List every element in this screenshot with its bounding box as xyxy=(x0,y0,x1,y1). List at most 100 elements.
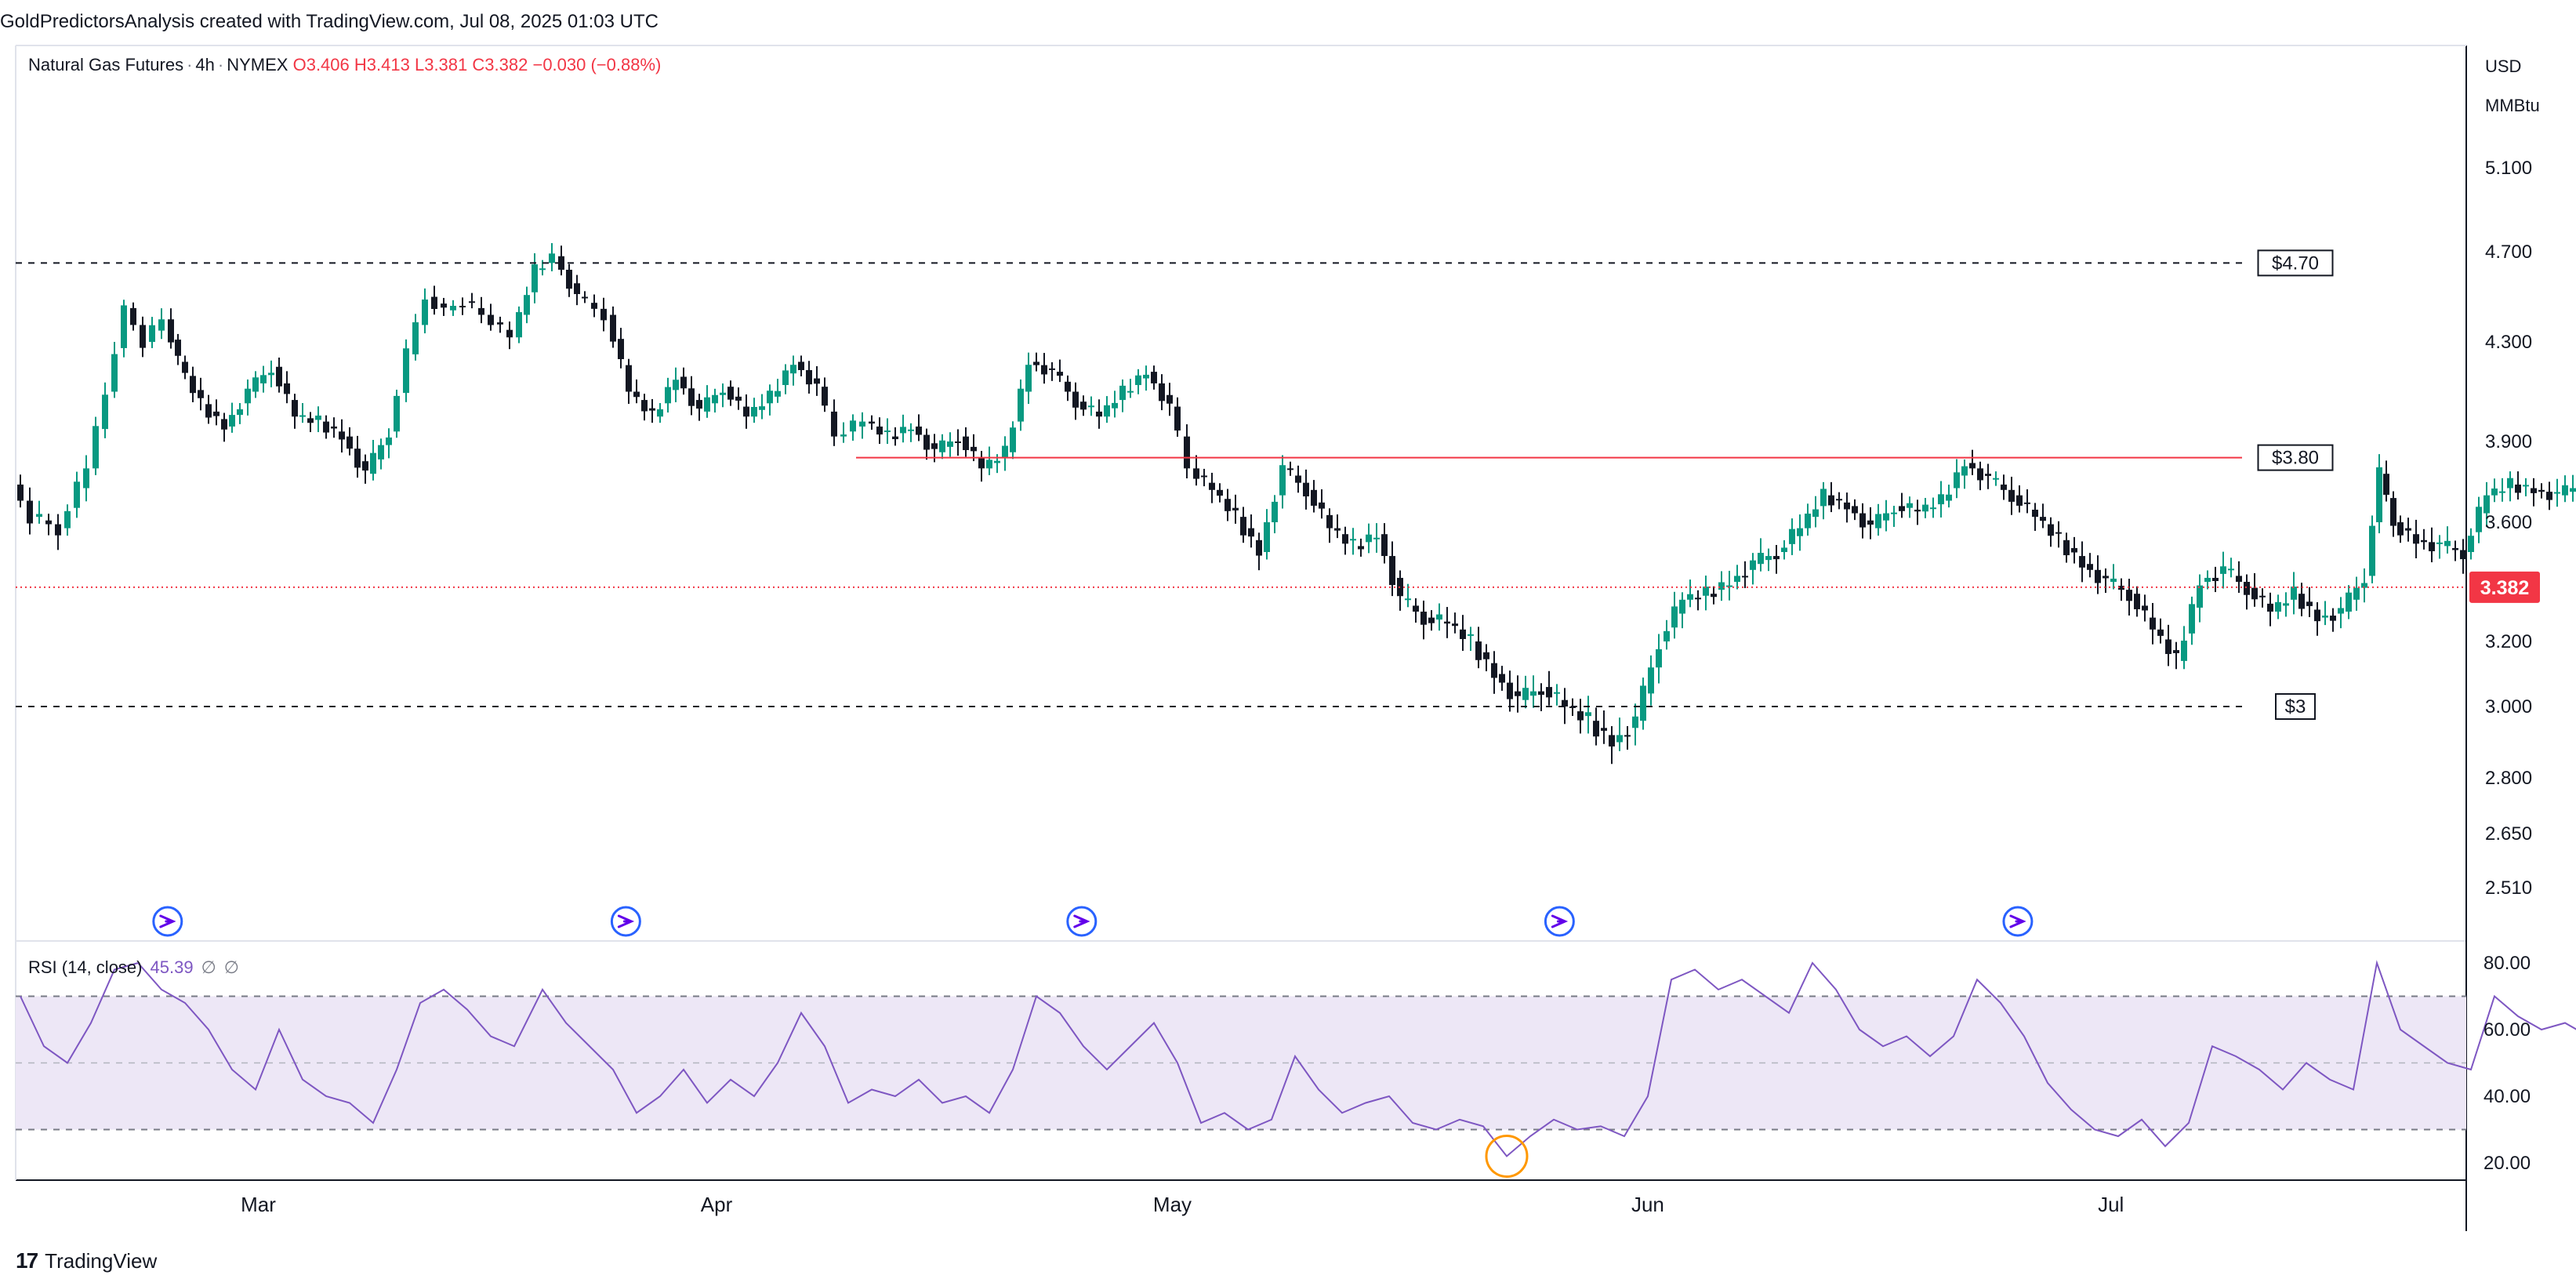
candle-body xyxy=(1859,513,1866,528)
candle-body xyxy=(978,457,985,469)
candle-body xyxy=(1671,606,1678,628)
candle-body xyxy=(175,340,181,356)
rsi-legend[interactable]: RSI (14, close) 45.39 ∅ ∅ xyxy=(28,957,239,978)
candle-body xyxy=(2291,587,2297,600)
candle-body xyxy=(2228,569,2234,571)
candle-body xyxy=(2531,488,2537,493)
candle-body xyxy=(2165,639,2171,655)
candle-body xyxy=(822,387,828,406)
candle-body xyxy=(1954,472,1960,489)
candle-body xyxy=(2197,585,2203,608)
candle-body xyxy=(963,436,969,450)
arrow-circle-icon[interactable] xyxy=(1544,906,1575,937)
rsi-tick-label: 80.00 xyxy=(2483,953,2531,974)
candle-body xyxy=(102,394,108,430)
arrow-circle-icon[interactable] xyxy=(152,906,183,937)
legend-change: −0.030 (−0.88%) xyxy=(532,55,662,74)
candle-body xyxy=(2476,507,2482,532)
candle-body xyxy=(2063,539,2070,556)
candle-body xyxy=(1679,599,1685,614)
candle-body xyxy=(850,420,856,432)
candle-body xyxy=(814,378,820,384)
candle-body xyxy=(2283,603,2289,606)
axis-currency[interactable]: USD xyxy=(2485,56,2522,76)
candle-body xyxy=(1867,520,1874,525)
arrow-circle-icon[interactable] xyxy=(1066,906,1098,937)
candle-body xyxy=(1718,582,1725,590)
candle-body xyxy=(994,460,1000,463)
candle-body xyxy=(1687,594,1693,600)
candle-body xyxy=(2008,489,2015,502)
candle-body xyxy=(790,365,796,374)
candle-body xyxy=(276,366,282,387)
candle-body xyxy=(2369,525,2375,576)
candle-body xyxy=(1405,598,1411,601)
candle-body xyxy=(641,400,648,412)
candle-body xyxy=(2236,576,2242,582)
candle-body xyxy=(840,434,847,437)
candle-body xyxy=(884,430,891,433)
price-tick-label: 3.900 xyxy=(2485,431,2532,452)
candle-body xyxy=(2259,595,2266,598)
candle-body xyxy=(2452,547,2458,550)
candle-body xyxy=(1193,468,1199,479)
candle-body xyxy=(1985,474,1991,476)
price-tick-label: 5.100 xyxy=(2485,158,2532,179)
candle-body xyxy=(1664,630,1670,641)
price-tick-label: 4.300 xyxy=(2485,332,2532,353)
candle-body xyxy=(574,283,580,295)
candle-body xyxy=(245,388,251,404)
candle-body xyxy=(2314,609,2320,622)
arrow-glyph xyxy=(1551,914,1569,928)
candle-body xyxy=(582,296,588,299)
candle-body xyxy=(743,406,749,417)
symbol-legend[interactable]: Natural Gas Futures · 4h · NYMEX O3.406 H3.4… xyxy=(28,55,662,74)
candle-body xyxy=(2346,592,2352,612)
candle-body xyxy=(1656,648,1662,668)
arrow-circle-icon[interactable] xyxy=(610,906,641,937)
candle-body xyxy=(947,441,953,447)
candle-body xyxy=(2421,539,2427,543)
arrow-circle-icon[interactable] xyxy=(2002,906,2034,937)
candle-body xyxy=(1256,539,1262,556)
candle-body xyxy=(2330,616,2336,621)
candle-body xyxy=(971,446,977,452)
candle-body xyxy=(1112,402,1118,409)
candle-body xyxy=(2413,534,2419,544)
legend-open: O3.406 xyxy=(292,55,350,74)
tradingview-logo[interactable]: 17 TradingView xyxy=(16,1248,157,1273)
candle-body xyxy=(182,361,188,373)
rsi-value: 45.39 xyxy=(150,957,194,977)
candle-body xyxy=(140,325,146,348)
candle-body xyxy=(1366,534,1372,543)
candle-body xyxy=(213,411,220,416)
candle-body xyxy=(1460,629,1466,639)
candle-body xyxy=(2055,532,2062,534)
candle-body xyxy=(2157,629,2164,636)
candle-body xyxy=(1616,735,1623,743)
candle-body xyxy=(1789,529,1795,544)
rsi-line xyxy=(20,960,2576,1157)
candle-body xyxy=(1264,522,1270,552)
candle-body xyxy=(859,421,865,427)
candle-body xyxy=(346,436,353,449)
candle-body xyxy=(892,436,898,440)
event-icons xyxy=(152,906,2034,937)
candle-body xyxy=(1515,691,1521,696)
candle-body xyxy=(130,307,136,325)
candle-body xyxy=(378,445,384,460)
candle-body xyxy=(610,314,616,342)
candle-body xyxy=(600,308,607,321)
rsi-tick-label: 20.00 xyxy=(2483,1153,2531,1174)
candle-body xyxy=(111,354,118,392)
candle-body xyxy=(2189,604,2195,634)
rsi-pane: 80.00 60.00 40.00 20.00 xyxy=(16,953,2576,1178)
candle-body xyxy=(1554,692,1560,694)
rsi-na-1: ∅ xyxy=(201,957,216,977)
candle-body xyxy=(558,256,564,270)
legend-low: L3.381 xyxy=(414,55,468,74)
axis-unit[interactable]: MMBtu xyxy=(2485,96,2540,115)
candle-body xyxy=(1358,546,1364,550)
candle-body xyxy=(1096,411,1102,417)
